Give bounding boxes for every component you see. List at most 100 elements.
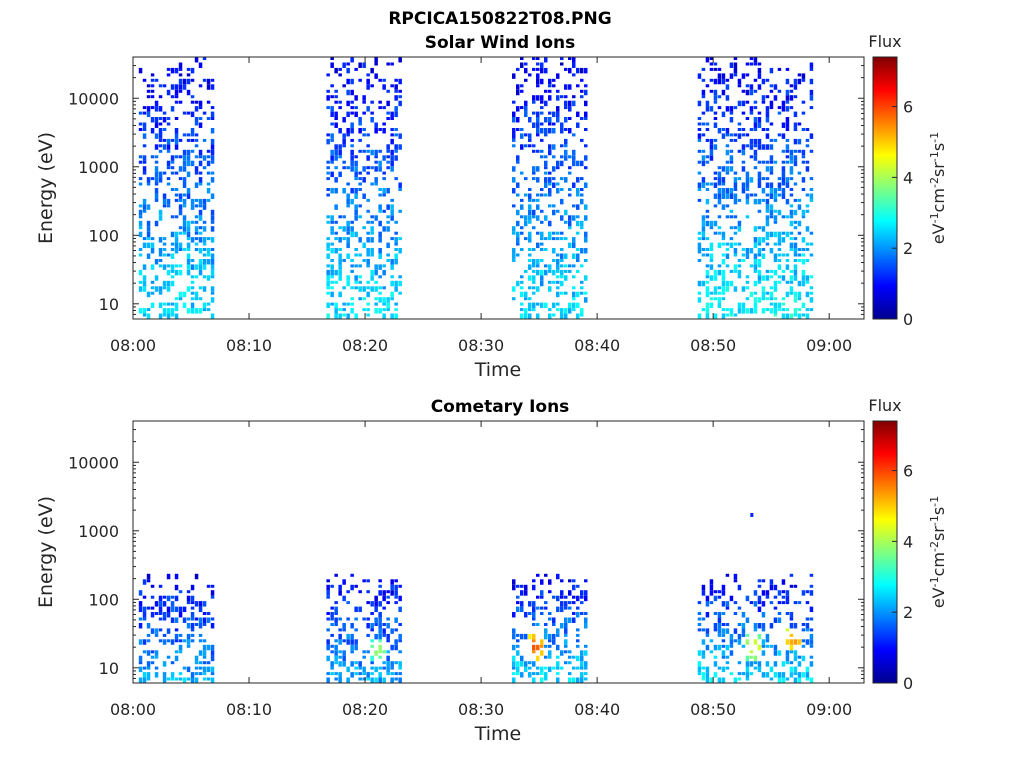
heatmap-cell: [733, 573, 738, 580]
heatmap-cell: [170, 242, 175, 246]
heatmap-cell: [797, 677, 802, 683]
heatmap-cell: [170, 155, 175, 161]
heatmap-cell: [576, 122, 580, 128]
heatmap-cell: [158, 138, 163, 142]
heatmap-cell: [202, 308, 207, 312]
heatmap-cell: [378, 623, 382, 629]
heatmap-cell: [564, 628, 568, 634]
heatmap-cell: [198, 606, 203, 613]
x-tick-label: 08:50: [690, 700, 736, 719]
heatmap-cell: [765, 672, 770, 678]
heatmap-cell: [701, 155, 706, 161]
heatmap-cell: [737, 269, 742, 276]
heatmap-cell: [524, 666, 528, 673]
heatmap-cell: [540, 590, 544, 596]
heatmap-cell: [713, 171, 718, 175]
heatmap-cell: [777, 601, 782, 605]
heatmap-cell: [346, 128, 350, 134]
heatmap-cell: [725, 628, 730, 634]
heatmap-cell: [346, 226, 350, 232]
heatmap-cell: [190, 128, 195, 134]
heatmap-cell: [342, 650, 346, 656]
heatmap-cell: [158, 248, 163, 254]
heatmap-cell: [725, 160, 730, 164]
heatmap-cell: [729, 308, 734, 314]
heatmap-cell: [548, 269, 552, 273]
heatmap-cell: [552, 313, 556, 317]
heatmap-cell: [564, 595, 568, 599]
heatmap-cell: [398, 100, 402, 107]
heatmap-cell: [374, 666, 378, 673]
heatmap-cell: [540, 220, 544, 224]
heatmap-cell: [540, 606, 544, 610]
heatmap-cell: [741, 73, 746, 79]
heatmap-cell: [146, 89, 151, 93]
heatmap-cell: [705, 280, 710, 284]
heatmap-cell: [166, 144, 171, 150]
heatmap-cell: [338, 155, 342, 159]
heatmap-cell: [536, 193, 540, 197]
heatmap-cell: [154, 144, 159, 150]
heatmap-cell: [358, 138, 362, 142]
heatmap-cell: [382, 209, 386, 213]
heatmap-cell: [536, 149, 540, 153]
y-tick-label: 10000: [68, 89, 119, 108]
heatmap-cell: [182, 133, 187, 137]
heatmap-cell: [528, 302, 532, 309]
heatmap-cell: [580, 138, 584, 142]
heatmap-cell: [326, 253, 330, 259]
heatmap-cell: [138, 67, 143, 74]
heatmap-cell: [540, 67, 544, 74]
heatmap-cell: [512, 133, 516, 139]
heatmap-cell: [182, 226, 187, 232]
heatmap-cell: [194, 106, 199, 112]
heatmap-cell: [378, 209, 382, 213]
heatmap-cell: [797, 661, 802, 667]
heatmap-cell: [701, 639, 706, 645]
heatmap-cell: [576, 644, 580, 648]
colorbar-tick-label: 6: [903, 98, 913, 117]
heatmap-cell: [194, 242, 199, 246]
heatmap-cell: [338, 248, 342, 252]
heatmap-cell: [761, 226, 766, 232]
heatmap-cell: [713, 623, 718, 629]
heatmap-cell: [186, 623, 191, 629]
y-axis-label: Energy (eV): [35, 132, 57, 244]
heatmap-cell: [366, 590, 370, 594]
heatmap-cell: [394, 128, 398, 132]
heatmap-cell: [146, 639, 151, 643]
heatmap-cell: [749, 89, 754, 96]
heatmap-cell: [576, 666, 580, 670]
heatmap-cell: [346, 67, 350, 74]
heatmap-cell: [769, 106, 774, 110]
heatmap-cell: [166, 313, 171, 319]
heatmap-cell: [556, 188, 560, 194]
heatmap-cell: [753, 198, 758, 205]
heatmap-cell: [524, 661, 528, 667]
colorbar-tick-label: 2: [903, 603, 913, 622]
heatmap-cell: [789, 177, 794, 181]
heatmap-cell: [382, 226, 386, 232]
heatmap-cell: [785, 253, 790, 257]
heatmap-cell: [342, 117, 346, 123]
heatmap-cell: [326, 177, 330, 181]
heatmap-cell: [737, 198, 742, 202]
heatmap-cell: [797, 171, 802, 175]
heatmap-cell: [334, 166, 338, 170]
heatmap-cell: [757, 242, 762, 246]
heatmap-cell: [540, 269, 544, 276]
heatmap-cell: [729, 62, 734, 68]
heatmap-cell: [765, 182, 770, 188]
heatmap-cell: [552, 166, 556, 172]
heatmap-cell: [178, 644, 183, 651]
heatmap-cell: [390, 579, 394, 585]
heatmap-cell: [512, 661, 516, 667]
heatmap-cell: [705, 286, 710, 292]
heatmap-cell: [540, 149, 544, 153]
heatmap-cell: [190, 617, 195, 621]
heatmap-cell: [765, 78, 770, 82]
heatmap-cell: [374, 264, 378, 270]
heatmap-cell: [705, 138, 710, 142]
heatmap-cell: [745, 133, 750, 137]
heatmap-cell: [781, 595, 786, 599]
